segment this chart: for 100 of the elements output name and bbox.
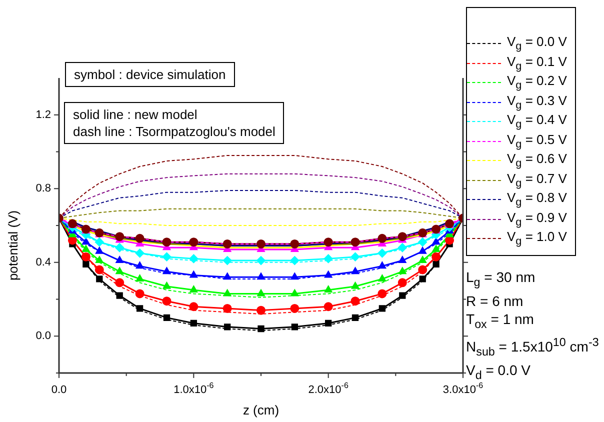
point bbox=[223, 272, 232, 280]
legend-label: V$_{g}$ = 0.2 V bbox=[507, 73, 567, 92]
y-axis-title: potential (V) bbox=[6, 210, 21, 281]
point bbox=[162, 282, 171, 289]
y-tick-label: 1.2 bbox=[36, 108, 52, 121]
point bbox=[162, 238, 172, 247]
point bbox=[290, 304, 300, 313]
point bbox=[81, 252, 90, 262]
y-tick-label: 0.8 bbox=[36, 182, 52, 195]
point bbox=[136, 262, 144, 269]
point bbox=[398, 243, 407, 252]
legend-label: V$_{g}$ = 0.1 V bbox=[507, 54, 567, 73]
point bbox=[224, 324, 231, 330]
point bbox=[116, 267, 124, 274]
x-tick-label: 0.0 bbox=[51, 384, 67, 396]
point bbox=[324, 270, 332, 278]
y-tick-label: 0.0 bbox=[36, 330, 52, 342]
point bbox=[418, 265, 428, 274]
point bbox=[82, 244, 90, 252]
point bbox=[82, 260, 90, 268]
point bbox=[398, 256, 406, 264]
point bbox=[378, 289, 387, 298]
point bbox=[189, 238, 198, 247]
point bbox=[222, 304, 232, 313]
point bbox=[116, 256, 124, 264]
annotation: symbol : device simulation bbox=[65, 62, 235, 87]
point bbox=[399, 292, 406, 299]
point bbox=[96, 276, 103, 282]
legend-label: V$_{g}$ = 0.7 V bbox=[507, 170, 567, 190]
legend-label: V$_{g}$ = 0.6 V bbox=[507, 151, 567, 170]
point bbox=[115, 232, 124, 242]
point bbox=[324, 238, 333, 247]
point bbox=[162, 296, 172, 306]
point bbox=[378, 248, 387, 258]
point bbox=[378, 262, 386, 269]
point bbox=[116, 292, 123, 299]
point bbox=[432, 260, 440, 268]
point bbox=[350, 296, 360, 306]
legend-label: V$_{g}$ = 0.0 V bbox=[507, 34, 567, 54]
point bbox=[398, 267, 406, 274]
point bbox=[419, 276, 426, 282]
point bbox=[398, 278, 407, 288]
point bbox=[290, 272, 299, 280]
text: L$_{g}$ = 30 nm R = 6 nm T$_{ox}$ = 1 nm N$_{sub}$ = 1.5x10$^{10}$ cm$^{-3}$ V$_{d}$ = 0.0 V bbox=[466, 269, 599, 382]
point bbox=[432, 238, 440, 245]
point bbox=[135, 234, 144, 243]
point bbox=[189, 254, 198, 264]
point bbox=[222, 256, 232, 266]
point bbox=[350, 238, 360, 247]
point bbox=[290, 256, 300, 266]
point bbox=[325, 320, 332, 327]
point bbox=[398, 232, 407, 242]
point bbox=[324, 254, 333, 264]
point bbox=[378, 234, 387, 243]
annotation: solid line : new model dash line : Tsormpatzoglou's model bbox=[64, 102, 284, 144]
point bbox=[115, 278, 124, 288]
legend-label: V$_{g}$ = 0.3 V bbox=[507, 92, 567, 112]
x-axis-title: z (cm) bbox=[242, 402, 280, 418]
point bbox=[324, 302, 333, 312]
point bbox=[418, 238, 428, 247]
point bbox=[256, 256, 266, 266]
point bbox=[82, 238, 90, 245]
point bbox=[378, 274, 386, 282]
point bbox=[351, 282, 360, 289]
point bbox=[222, 239, 232, 248]
point bbox=[135, 289, 144, 298]
point bbox=[94, 265, 104, 274]
point bbox=[352, 314, 359, 322]
point bbox=[136, 305, 144, 312]
point bbox=[223, 289, 232, 296]
point bbox=[135, 248, 144, 258]
legend-label: V$_{g}$ = 0.9 V bbox=[507, 210, 567, 229]
point bbox=[432, 244, 440, 252]
point bbox=[290, 239, 300, 248]
point bbox=[378, 305, 386, 312]
point bbox=[115, 243, 124, 252]
point bbox=[95, 246, 104, 254]
point bbox=[162, 252, 172, 262]
legend-label: V$_{g}$ = 0.5 V bbox=[507, 132, 567, 151]
point bbox=[291, 324, 298, 330]
point bbox=[351, 267, 360, 274]
point bbox=[162, 267, 171, 274]
point bbox=[190, 270, 198, 278]
legend-label: V$_{g}$ = 0.8 V bbox=[507, 190, 567, 210]
point bbox=[190, 320, 197, 327]
point bbox=[136, 274, 144, 282]
point bbox=[94, 238, 104, 247]
point bbox=[350, 252, 360, 262]
point bbox=[432, 252, 441, 262]
point bbox=[189, 302, 198, 312]
point bbox=[95, 256, 104, 264]
point bbox=[190, 286, 198, 293]
point bbox=[256, 239, 266, 248]
point bbox=[258, 325, 264, 332]
y-tick-label: 0.4 bbox=[36, 256, 52, 268]
point bbox=[290, 289, 299, 296]
legend-label: V$_{g}$ = 0.4 V bbox=[507, 112, 567, 132]
point bbox=[418, 246, 427, 254]
legend-label: V$_{g}$ = 1.0 V bbox=[507, 229, 567, 248]
point bbox=[324, 286, 332, 293]
